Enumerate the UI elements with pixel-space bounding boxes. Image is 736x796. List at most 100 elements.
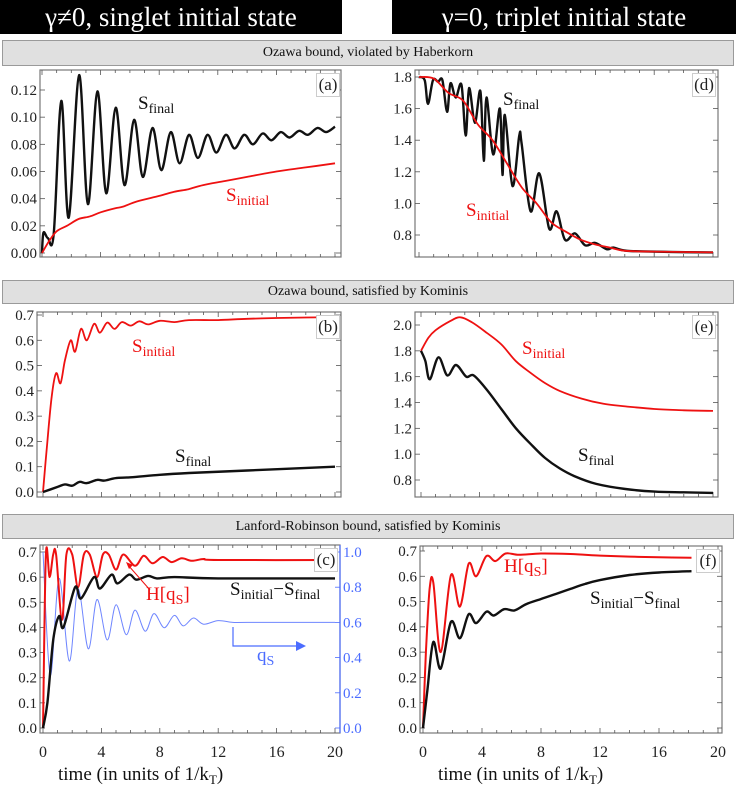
qs-axis-pointer-line xyxy=(232,627,300,647)
series-label-part: S xyxy=(578,445,589,466)
y-tick-label: 0.1 xyxy=(15,460,34,476)
series-label: H[qS] xyxy=(504,557,548,581)
series-label-part: S xyxy=(138,93,149,114)
y-tick-label: 0.6 xyxy=(18,570,37,586)
x-axis-label-left: time (in units of 1/kT) xyxy=(58,764,224,787)
right-y-tick-label: 0.6 xyxy=(343,615,362,631)
series-label-part: initial xyxy=(142,345,176,360)
series-label-part: S xyxy=(533,565,542,580)
series-label-part: initial xyxy=(236,194,270,209)
panel-label-c: (c) xyxy=(314,548,338,572)
x-tick-label: 16 xyxy=(651,744,667,761)
series-label: Sinitial xyxy=(226,185,270,210)
y-tick-label: 1.6 xyxy=(393,102,412,118)
series-label-part: −S xyxy=(273,579,295,600)
y-tick-label: 0.4 xyxy=(398,620,417,636)
x-tick-label: 16 xyxy=(269,744,285,761)
y-tick-label: 0.0 xyxy=(398,721,417,737)
plot-frame-e xyxy=(414,311,719,498)
y-tick-label: 0.6 xyxy=(398,569,417,585)
y-tick-label: 0.0 xyxy=(15,485,34,501)
y-tick-label: 0.4 xyxy=(15,384,34,400)
y-tick-label: 0.2 xyxy=(18,671,37,687)
y-tick-label: 0.8 xyxy=(393,473,412,489)
y-tick-label: 0.08 xyxy=(11,137,37,153)
x-tick-label: 12 xyxy=(592,744,608,761)
y-tick-label: 0.06 xyxy=(11,165,38,181)
series-label-part: final xyxy=(185,455,212,470)
y-tick-label: 0.7 xyxy=(18,545,37,561)
panel-label-a: (a) xyxy=(316,73,340,97)
y-tick-label: 0.10 xyxy=(11,110,37,126)
x-tick-label: 0 xyxy=(39,744,47,761)
series-line-s-final xyxy=(42,465,336,494)
y-tick-label: 2.0 xyxy=(393,318,412,334)
series-line-s-final xyxy=(40,73,336,254)
y-tick-label: 1.8 xyxy=(393,70,412,86)
series-label-part: S xyxy=(266,654,275,669)
y-tick-label: 0.00 xyxy=(11,246,37,262)
x-tick-label: 12 xyxy=(210,744,226,761)
panel-label-e: (e) xyxy=(692,315,716,339)
y-tick-label: 0.3 xyxy=(15,409,34,425)
right-y-tick-label: 0.8 xyxy=(343,580,362,596)
series-label: Sinitial−Sfinal xyxy=(590,588,681,613)
banner-row-3: Lanford-Robinson bound, satisfied by Kom… xyxy=(2,514,734,539)
y-tick-label: 0.3 xyxy=(398,645,417,661)
x-tick-label: 20 xyxy=(710,744,726,761)
y-tick-label: 1.4 xyxy=(393,396,412,412)
right-y-tick-label: 0.4 xyxy=(343,651,362,667)
series-label-part: q xyxy=(257,645,267,666)
series-label: Sfinal xyxy=(503,89,540,114)
y-tick-label: 1.2 xyxy=(393,165,412,181)
plot-frame-b xyxy=(36,311,342,498)
y-tick-label: 1.4 xyxy=(393,133,412,149)
y-tick-label: 0.2 xyxy=(398,670,417,686)
y-tick-label: 0.0 xyxy=(18,721,37,737)
right-y-tick-label: 1.0 xyxy=(343,545,362,561)
series-label-part: S xyxy=(175,593,184,608)
y-tick-label: 0.5 xyxy=(18,595,37,611)
series-line-s-initial xyxy=(42,316,336,493)
series-label-part: final xyxy=(588,454,615,469)
series-label-part: final xyxy=(513,98,540,113)
series-line-q-s xyxy=(42,551,335,676)
series-label-part: final xyxy=(654,597,681,612)
series-label-part: −S xyxy=(633,588,655,609)
x-tick-label: 8 xyxy=(156,744,164,761)
plot-frame-a xyxy=(39,69,342,258)
qs-right-arrow-icon xyxy=(296,641,306,651)
y-tick-label: 1.0 xyxy=(393,196,412,212)
y-tick-label: 0.7 xyxy=(15,308,34,324)
plot-frame-d xyxy=(414,69,719,258)
series-line-s-initial-s-final xyxy=(421,570,692,729)
series-line-s-initial xyxy=(418,76,714,254)
series-line-s-initial xyxy=(420,316,714,412)
right-y-tick-label: 0.0 xyxy=(343,721,362,737)
panel-label-f: (f) xyxy=(696,549,720,573)
series-line-s-initial-s-final xyxy=(41,573,336,729)
series-label-part: initial xyxy=(600,597,634,612)
series-line-h-q-s- xyxy=(42,546,336,729)
series-label: Sfinal xyxy=(578,445,615,470)
series-label: qS xyxy=(257,645,275,670)
series-label-part: S xyxy=(230,579,241,600)
series-label-part: S xyxy=(503,89,514,110)
series-label-part: final xyxy=(148,102,175,117)
x-tick-label: 4 xyxy=(97,744,105,761)
series-label: Sinitial xyxy=(522,339,565,363)
banner-row-1: Ozawa bound, violated by Haberkorn xyxy=(2,40,734,66)
banner-row-2: Ozawa bound, satisfied by Kominis xyxy=(2,280,734,304)
series-line-s-final xyxy=(419,350,714,495)
y-tick-label: 0.8 xyxy=(393,228,412,244)
series-label-part: S xyxy=(466,200,477,221)
series-label: Sinitial xyxy=(466,200,509,225)
column-header-right: γ=0, triplet initial state xyxy=(392,0,736,34)
plot-frame-f xyxy=(419,545,723,734)
y-tick-label: 1.2 xyxy=(393,421,412,437)
x-tick-label: 4 xyxy=(478,744,486,761)
series-label-part: H[q xyxy=(146,584,176,605)
right-y-tick-label: 0.2 xyxy=(343,686,362,702)
y-tick-label: 1.0 xyxy=(393,447,412,463)
series-label-part: S xyxy=(226,185,237,206)
